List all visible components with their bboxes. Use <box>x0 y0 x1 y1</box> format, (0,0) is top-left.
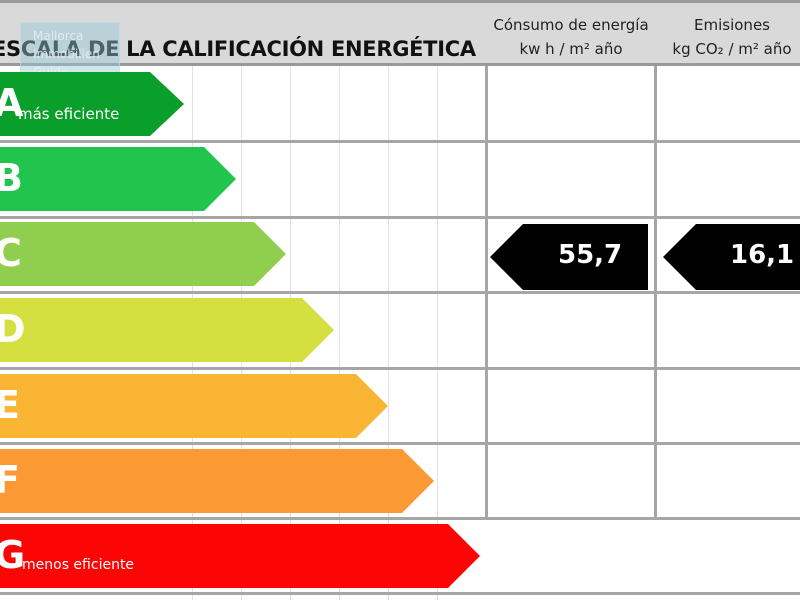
rating-letter: F <box>0 458 20 502</box>
column-header-emissions-label: Emisiones <box>694 16 770 34</box>
rating-letter: A <box>0 81 24 125</box>
column-divider <box>654 66 657 520</box>
grid-line <box>437 66 438 600</box>
column-header-energy-label: Cónsumo de energía <box>493 16 649 34</box>
rating-letter: C <box>0 231 22 275</box>
grid-line <box>388 66 389 600</box>
column-header-energy: Cónsumo de energía kw h / m² año <box>487 13 655 61</box>
row-divider <box>0 216 800 219</box>
rating-letter: D <box>0 307 26 351</box>
column-header-emissions-unit: kg CO₂ / m² año <box>672 40 792 58</box>
row-divider <box>0 291 800 294</box>
rating-letter: B <box>0 156 23 200</box>
energy-consumption-value: 55,7 <box>558 240 623 270</box>
row-divider <box>0 367 800 370</box>
rating-letter: G <box>0 533 26 577</box>
emissions-value: 16,1 <box>730 240 795 270</box>
row-divider <box>0 592 800 595</box>
energy-consumption-pointer: 55,7 <box>490 224 650 290</box>
emissions-pointer: 16,1 <box>663 224 800 290</box>
column-header-emissions: Emisiones kg CO₂ / m² año <box>657 13 800 61</box>
rating-label: menos eficiente <box>22 557 135 573</box>
column-header-energy-unit: kw h / m² año <box>519 40 623 58</box>
page-title: ESCALA DE LA CALIFICACIÓN ENERGÉTICA <box>0 37 476 61</box>
row-divider <box>0 442 800 445</box>
watermark-line: Immobilien <box>33 47 100 61</box>
rating-grid: A más eficiente B C D E F G menos eficie… <box>0 66 800 600</box>
watermark-line: Mallorca <box>33 29 84 43</box>
rating-letter: E <box>0 383 20 427</box>
row-divider <box>0 140 800 143</box>
column-divider <box>485 66 488 520</box>
table-header: ESCALA DE LA CALIFICACIÓN ENERGÉTICA Cón… <box>0 0 800 66</box>
rating-label: más eficiente <box>18 105 120 123</box>
row-divider <box>0 517 800 520</box>
grid-line <box>339 66 340 600</box>
